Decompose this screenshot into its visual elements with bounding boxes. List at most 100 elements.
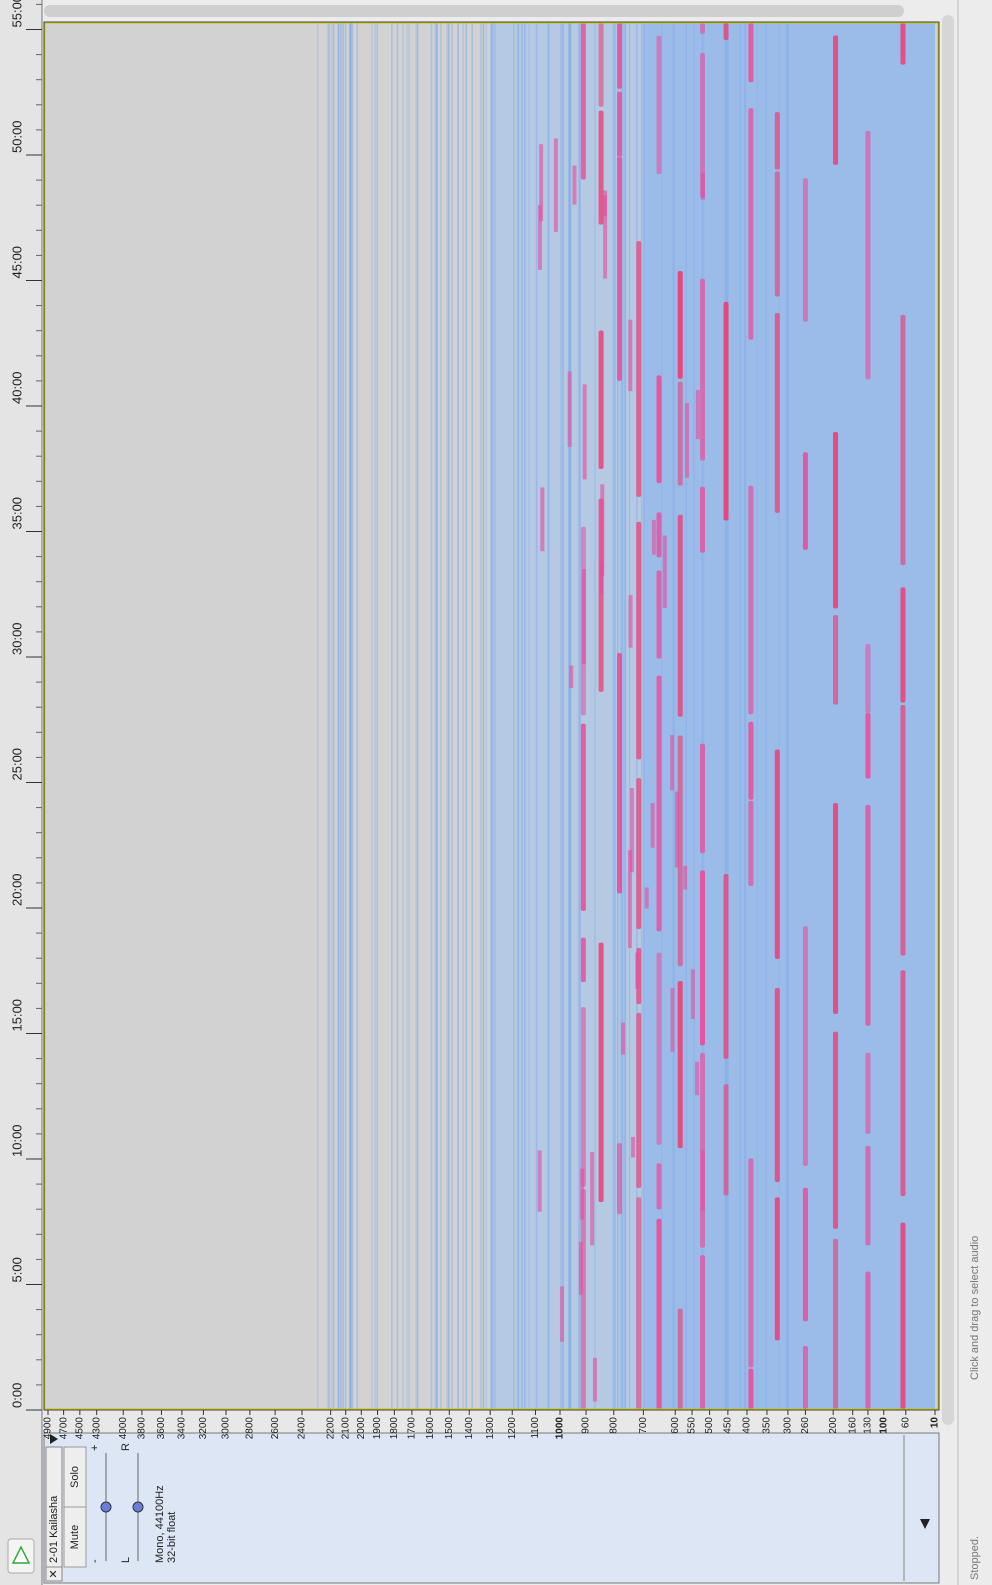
time-label: 45:00 bbox=[9, 246, 24, 279]
gain-slider-thumb[interactable] bbox=[101, 1502, 111, 1512]
frequency-label: 3800 bbox=[137, 1417, 148, 1440]
frequency-label: 200 bbox=[828, 1417, 839, 1434]
frequency-label: 2600 bbox=[270, 1417, 281, 1440]
harmonic-band bbox=[617, 653, 622, 893]
harmonic-band bbox=[724, 874, 729, 1059]
horizontal-scrollbar[interactable] bbox=[942, 15, 954, 1425]
harmonic-band bbox=[700, 744, 705, 854]
harmonic-band bbox=[581, 1189, 586, 1409]
harmonic-band bbox=[900, 315, 905, 565]
frequency-label: 2000 bbox=[356, 1417, 367, 1440]
harmonic-band bbox=[581, 23, 586, 179]
harmonic-band bbox=[748, 801, 753, 886]
melody-trace bbox=[635, 953, 639, 989]
melody-trace bbox=[695, 1062, 699, 1095]
harmonic-band bbox=[599, 111, 604, 225]
melody-trace bbox=[582, 569, 586, 664]
harmonic-band bbox=[865, 131, 870, 379]
pan-slider-thumb[interactable] bbox=[133, 1502, 143, 1512]
harmonic-band bbox=[657, 512, 662, 557]
frequency-label: 1000 bbox=[555, 1417, 566, 1440]
frequency-label: 4000 bbox=[118, 1417, 129, 1440]
harmonic-band bbox=[900, 705, 905, 956]
status-hint: Click and drag to select audio bbox=[969, 1236, 981, 1380]
melody-trace bbox=[540, 487, 544, 551]
harmonic-band bbox=[617, 157, 622, 381]
solo-label: Solo bbox=[69, 1466, 81, 1488]
audacity-window: ✕ 2-01 Kailasha Mute Solo - + L R Mono, … bbox=[0, 0, 992, 1585]
frequency-label: 500 bbox=[704, 1417, 715, 1434]
time-label: 15:00 bbox=[9, 999, 24, 1032]
harmonic-band bbox=[724, 302, 729, 521]
close-icon: ✕ bbox=[48, 1569, 60, 1578]
harmonic-band bbox=[775, 172, 780, 297]
harmonic-band bbox=[748, 1158, 753, 1367]
harmonic-band bbox=[833, 1032, 838, 1229]
melody-trace bbox=[568, 371, 572, 446]
time-label: 0:00 bbox=[9, 1383, 24, 1408]
frequency-label: 350 bbox=[762, 1417, 773, 1434]
frequency-label: 800 bbox=[608, 1417, 619, 1434]
harmonic-band bbox=[700, 1255, 705, 1409]
harmonic-band bbox=[636, 241, 641, 497]
frequency-label: 10 bbox=[930, 1417, 941, 1429]
play-head-button[interactable] bbox=[8, 1539, 34, 1573]
harmonic-band bbox=[833, 432, 838, 608]
harmonic-band bbox=[657, 953, 662, 1145]
melody-trace bbox=[593, 1358, 597, 1402]
frequency-label: 1300 bbox=[485, 1417, 496, 1440]
frequency-label: 100 bbox=[878, 1417, 889, 1434]
harmonic-band bbox=[775, 750, 780, 960]
vertical-scrollbar[interactable] bbox=[44, 5, 904, 17]
frequency-label: 1800 bbox=[389, 1417, 400, 1440]
frequency-label: 260 bbox=[800, 1417, 811, 1434]
melody-trace bbox=[569, 665, 573, 688]
gain-minus: - bbox=[89, 1559, 101, 1563]
harmonic-band bbox=[748, 486, 753, 715]
track-name: 2-01 Kailasha bbox=[48, 1495, 60, 1563]
page: ✕ 2-01 Kailasha Mute Solo - + L R Mono, … bbox=[0, 0, 992, 1585]
harmonic-band bbox=[724, 1084, 729, 1195]
time-label: 20:00 bbox=[9, 873, 24, 906]
time-label: 35:00 bbox=[9, 497, 24, 530]
time-label: 25:00 bbox=[9, 748, 24, 781]
harmonic-band bbox=[748, 23, 753, 82]
melody-trace bbox=[691, 969, 695, 1019]
harmonic-band bbox=[581, 1007, 586, 1187]
frequency-label: 3200 bbox=[198, 1417, 209, 1440]
harmonic-band bbox=[865, 644, 870, 713]
melody-trace bbox=[663, 536, 667, 608]
frequency-label: 2400 bbox=[297, 1417, 308, 1440]
track-sample-format: 32-bit float bbox=[166, 1512, 178, 1563]
frequency-label: 550 bbox=[687, 1417, 698, 1434]
frequency-label: 400 bbox=[742, 1417, 753, 1434]
harmonic-band bbox=[833, 803, 838, 1014]
melody-trace bbox=[621, 1023, 625, 1055]
harmonic-band bbox=[748, 722, 753, 800]
frequency-label: 1400 bbox=[464, 1417, 475, 1440]
frequency-label: 1100 bbox=[530, 1417, 541, 1439]
harmonic-band bbox=[678, 981, 683, 1148]
melody-trace bbox=[645, 887, 649, 908]
harmonic-band bbox=[803, 1188, 808, 1321]
harmonic-band bbox=[833, 1239, 838, 1409]
melody-trace bbox=[701, 173, 705, 200]
frequency-label: 60 bbox=[900, 1417, 911, 1429]
harmonic-band bbox=[900, 970, 905, 1196]
frequency-label: 1200 bbox=[507, 1417, 518, 1440]
harmonic-band bbox=[599, 23, 604, 107]
pan-right: R bbox=[120, 1443, 132, 1451]
frequency-label: 4700 bbox=[58, 1417, 69, 1440]
time-label: 50:00 bbox=[9, 120, 24, 153]
melody-trace bbox=[538, 1150, 542, 1211]
harmonic-band bbox=[833, 615, 838, 704]
track-format: Mono, 44100Hz bbox=[154, 1485, 166, 1563]
harmonic-band bbox=[617, 1143, 622, 1214]
harmonic-band bbox=[724, 23, 729, 40]
frequency-label: 1900 bbox=[372, 1417, 383, 1440]
harmonic-band bbox=[865, 713, 870, 779]
status-state: Stopped. bbox=[969, 1536, 981, 1580]
harmonic-band bbox=[748, 1369, 753, 1409]
harmonic-band bbox=[803, 178, 808, 321]
frequency-label: 600 bbox=[670, 1417, 681, 1434]
